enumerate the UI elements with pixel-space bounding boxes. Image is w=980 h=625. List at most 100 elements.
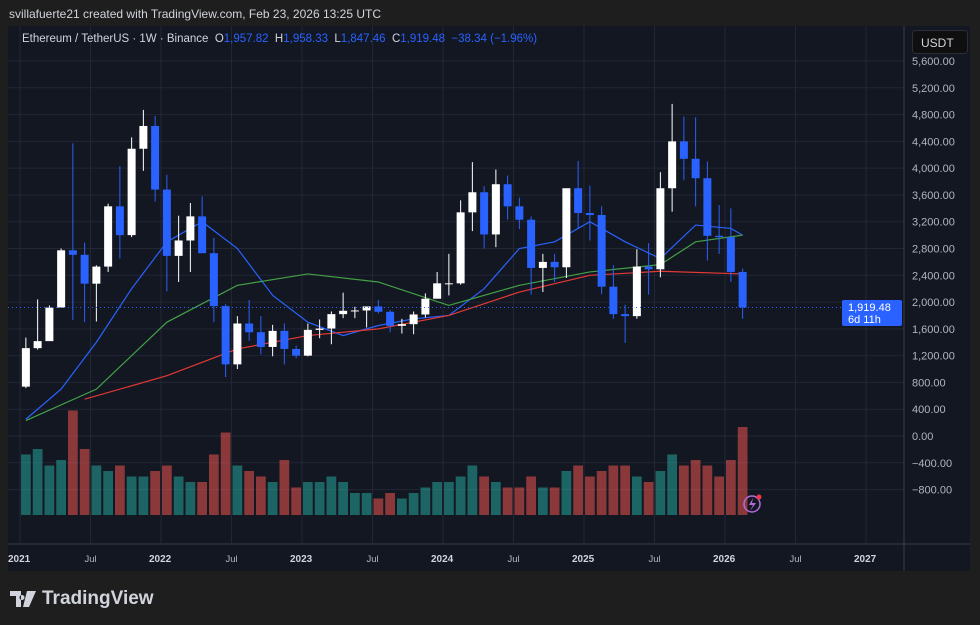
lightning-alert-icon[interactable] — [743, 494, 762, 513]
candle-body — [174, 240, 183, 256]
low-value: 1,847.46 — [340, 33, 386, 45]
time-tick-label: Jul — [367, 554, 379, 565]
candle — [726, 208, 735, 282]
time-tick-label: 2022 — [149, 554, 172, 565]
time-tick-label: 2026 — [713, 554, 736, 565]
candle — [174, 215, 183, 282]
candle-body — [209, 253, 218, 307]
volume-bar — [620, 465, 630, 515]
candle — [21, 337, 30, 389]
price-chart[interactable]: 5,600.00 5,200.00 4,800.00 4,400.00 4,000.00… — [8, 26, 970, 571]
volume-bar — [220, 432, 231, 515]
volume-bar — [655, 471, 666, 515]
candle — [538, 253, 547, 293]
candle-body — [421, 298, 430, 315]
candle-body — [374, 306, 383, 312]
currency-unit-button[interactable]: USDT — [912, 30, 968, 54]
candle — [597, 206, 606, 295]
volume-bar — [737, 427, 748, 515]
time-tick-label: Jul — [508, 554, 520, 565]
volume-bar — [714, 476, 724, 515]
candle — [280, 323, 289, 365]
symbol-title[interactable]: Ethereum / TetherUS · 1W · Binance — [22, 33, 209, 45]
candle — [339, 292, 348, 319]
low-label: L — [334, 33, 341, 45]
candle-body — [80, 254, 89, 284]
candle-body — [585, 213, 594, 216]
volume-bar — [326, 476, 337, 515]
candle — [644, 243, 653, 295]
candle-body — [198, 216, 207, 254]
close-label: C — [391, 33, 401, 45]
volume-bar — [256, 476, 266, 515]
candle-body — [245, 323, 254, 333]
volume-bar — [361, 493, 372, 515]
volume-bar — [150, 471, 160, 515]
volume-bar — [68, 410, 78, 515]
candle-body — [21, 348, 30, 387]
volume-bar — [279, 460, 290, 515]
volume-bar — [585, 476, 595, 515]
candle-body — [115, 206, 124, 236]
volume-bar — [632, 476, 642, 515]
candle — [33, 299, 42, 350]
moving-average-line — [84, 270, 743, 400]
candle-body — [679, 141, 688, 159]
volume-bar — [538, 487, 548, 515]
candle-body — [256, 332, 265, 347]
candle-body — [315, 328, 324, 330]
volume-bar — [690, 460, 701, 515]
candle-body — [632, 266, 641, 317]
candle — [491, 169, 500, 248]
candle — [127, 137, 136, 238]
candle-body — [233, 323, 242, 365]
candle-body — [550, 261, 559, 268]
candle — [515, 197, 524, 230]
price-tick-label: 2,400.00 — [912, 270, 955, 282]
moving-average-line — [25, 234, 743, 422]
candle — [57, 248, 66, 308]
tradingview-logo[interactable]: TradingView — [10, 588, 154, 610]
volume-bar — [44, 465, 55, 515]
price-tick-label: 1,200.00 — [912, 351, 955, 363]
close-value: 1,919.48 — [400, 33, 446, 45]
candle-body — [33, 341, 42, 349]
candle — [92, 265, 101, 322]
volume-bar — [126, 476, 137, 515]
candle-body — [515, 206, 524, 220]
volume-bar — [514, 487, 525, 515]
candle-body — [292, 348, 301, 356]
candle-body — [386, 311, 395, 326]
chart-panel[interactable]: 5,600.00 5,200.00 4,800.00 4,400.00 4,000.00… — [8, 26, 970, 571]
volume-bar — [702, 465, 713, 515]
candle-body — [538, 261, 547, 268]
volume-bar — [373, 498, 384, 515]
candle — [562, 188, 571, 278]
candle-body — [303, 329, 312, 356]
price-tick-label: 0.00 — [912, 431, 933, 443]
time-tick-label: 2024 — [431, 554, 454, 565]
volume-bar — [561, 471, 572, 515]
open-label: O — [214, 33, 224, 45]
candle — [480, 186, 489, 249]
price-tick-label: 800.00 — [912, 377, 946, 389]
time-tick-label: 2025 — [572, 554, 595, 565]
candle — [162, 174, 171, 292]
time-tick-label: 2021 — [8, 554, 31, 565]
candle — [386, 310, 395, 333]
candle-body — [738, 271, 747, 308]
price-tick-label: −800.00 — [912, 485, 952, 497]
time-tick-label: Jul — [790, 554, 802, 565]
volume-bar — [162, 465, 172, 515]
volume-bar — [573, 465, 583, 515]
candle — [550, 253, 559, 282]
candle-body — [397, 324, 406, 326]
volume-bar — [608, 465, 619, 515]
time-tick-label: Jul — [85, 554, 97, 565]
volume-bar — [56, 460, 66, 515]
candle — [139, 109, 148, 171]
volume-bar — [350, 493, 360, 515]
volume-bar — [467, 465, 478, 515]
price-tick-label: 5,200.00 — [912, 83, 955, 95]
volume-bar — [91, 465, 102, 515]
